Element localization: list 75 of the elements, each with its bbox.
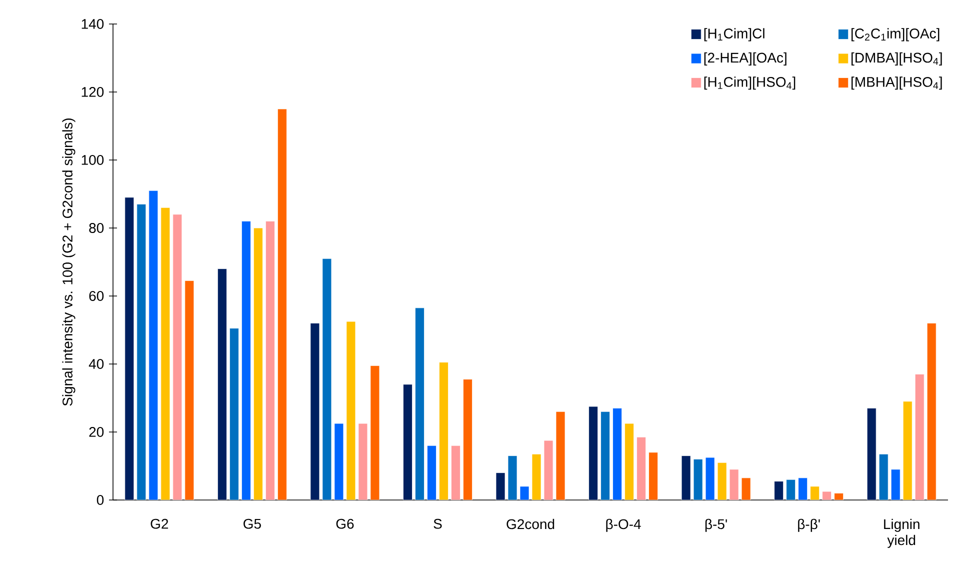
bar xyxy=(556,411,566,500)
bar xyxy=(148,190,158,500)
bar xyxy=(544,440,554,500)
bar xyxy=(648,452,658,500)
y-tick-label: 120 xyxy=(82,87,104,97)
bar xyxy=(914,374,924,500)
x-tick-label: β-5' xyxy=(705,518,727,532)
bar xyxy=(310,322,320,500)
bar xyxy=(834,492,844,500)
bar xyxy=(624,423,634,500)
bar xyxy=(798,478,808,500)
bar xyxy=(439,362,448,500)
legend-label: [2-HEA][OAc] xyxy=(704,52,786,66)
bar xyxy=(636,436,646,500)
bar xyxy=(496,472,506,500)
legend-label: [C$_{2}$C$_{1}$im][OAc] xyxy=(852,28,940,42)
bar xyxy=(265,220,275,500)
legend-label: [DMBA][HSO$_{4}$] xyxy=(852,52,942,66)
bar xyxy=(451,445,460,500)
bar xyxy=(415,308,424,500)
bar xyxy=(890,469,900,500)
bar xyxy=(786,479,796,500)
bar xyxy=(612,408,622,500)
x-tick-label: β-O-4 xyxy=(606,518,641,532)
bar xyxy=(705,457,715,500)
y-tick-label: 40 xyxy=(88,359,104,369)
bar xyxy=(588,406,598,500)
y-tick-label: 140 xyxy=(82,19,104,29)
y-tick-label: 0 xyxy=(96,495,104,505)
bar xyxy=(334,423,344,500)
x-tick-label: G6 xyxy=(336,518,354,529)
bar xyxy=(403,384,412,500)
bar xyxy=(358,423,368,500)
bar xyxy=(729,469,739,500)
bar xyxy=(902,401,912,500)
bar xyxy=(866,408,876,500)
x-tick-label: Lignin yield xyxy=(884,518,920,548)
bar xyxy=(926,322,936,500)
bar xyxy=(172,214,182,500)
bar xyxy=(229,328,239,500)
bar xyxy=(184,280,194,500)
legend-label: [H$_{1}$Cim][HSO$_{4}$] xyxy=(704,76,796,90)
x-tick-label: G2 xyxy=(150,518,168,529)
bar xyxy=(810,486,820,500)
y-tick-label: 60 xyxy=(89,291,104,301)
x-tick-label: G5 xyxy=(244,518,261,529)
y-tick-label: 80 xyxy=(89,223,104,233)
bar xyxy=(878,454,888,500)
bar xyxy=(217,268,227,500)
bar xyxy=(124,197,134,500)
y-tick-label: 20 xyxy=(89,427,104,437)
bar xyxy=(463,379,472,500)
bar xyxy=(136,204,146,500)
bar xyxy=(774,481,784,500)
bar xyxy=(741,478,751,500)
y-tick-label: 100 xyxy=(82,155,104,165)
legend-label: [MBHA][HSO$_{4}$] xyxy=(852,76,942,90)
legend-label: [H$_{1}$Cim]Cl xyxy=(704,28,764,42)
x-tick-label: β-β' xyxy=(798,518,820,532)
bar xyxy=(370,365,380,500)
x-tick-label: S xyxy=(434,518,442,529)
bar xyxy=(717,462,727,500)
bar xyxy=(427,445,436,500)
bar xyxy=(520,486,530,500)
bar xyxy=(532,454,542,500)
bar xyxy=(277,108,287,500)
x-tick-label: G2cond xyxy=(506,518,554,530)
bar xyxy=(346,321,356,500)
bar xyxy=(160,207,170,500)
y-axis-title: Signal intensity vs. 100 (G2 + G2cond signals) xyxy=(62,118,76,406)
bar xyxy=(600,411,610,500)
bar xyxy=(241,220,251,500)
bar xyxy=(681,456,691,500)
bar xyxy=(822,491,832,500)
bar xyxy=(253,228,263,500)
